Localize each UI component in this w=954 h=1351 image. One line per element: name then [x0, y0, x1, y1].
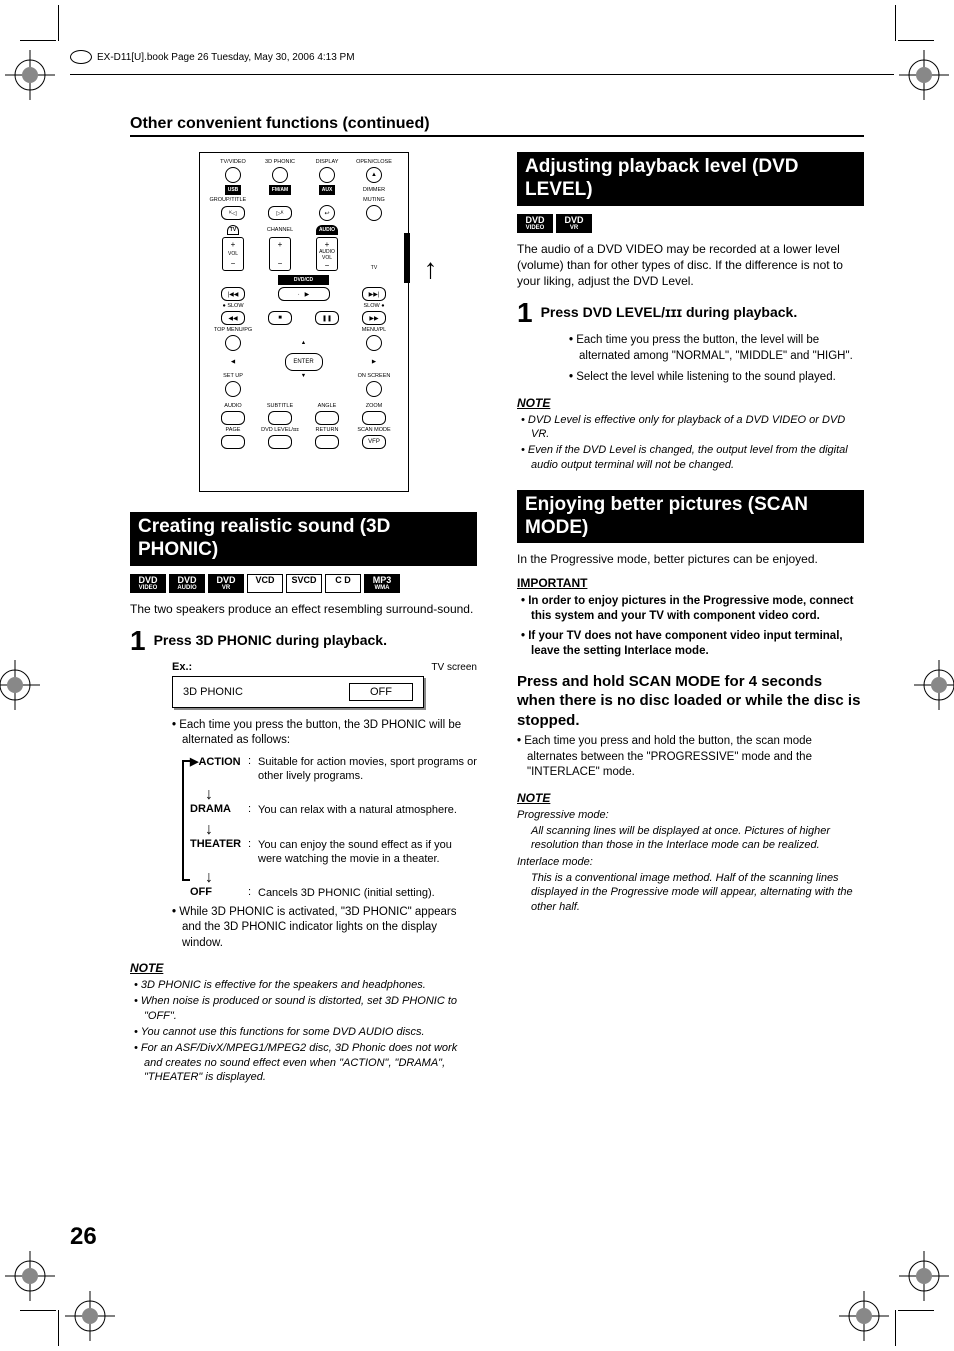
note-heading: NOTE — [517, 791, 864, 805]
step-1-dvdlevel: 1 Press DVD LEVEL/ɪɪɪ during playback. — [517, 297, 864, 329]
badges-3dphonic: DVDVIDEODVDAUDIODVDVRVCDSVCDC DMP3WMA — [130, 574, 477, 593]
note-item: In order to enjoy pictures in the Progre… — [531, 594, 864, 625]
ex-label: Ex.: — [172, 661, 192, 673]
tv-left-text: 3D PHONIC — [183, 686, 243, 698]
format-badge: DVDVR — [208, 574, 244, 593]
note-text: All scanning lines will be displayed at … — [531, 824, 864, 853]
badges-dvdlevel: DVDVIDEODVDVR — [517, 214, 864, 233]
mode-row: OFF:Cancels 3D PHONIC (initial setting). — [190, 886, 477, 900]
tv-right-text: OFF — [349, 683, 413, 701]
format-badge: SVCD — [286, 574, 322, 593]
tv-screen-label: TV screen — [431, 662, 477, 673]
important-heading: IMPORTANT — [517, 576, 864, 590]
remote-diagram: ↑ TV/VIDEO 3D PHONIC DISPLAY OPEN/CLOSE … — [199, 152, 409, 492]
header-label: EX-D11[U].book Page 26 Tuesday, May 30, … — [97, 52, 355, 63]
left-column: ↑ TV/VIDEO 3D PHONIC DISPLAY OPEN/CLOSE … — [130, 152, 477, 1086]
crop-mark — [20, 1310, 56, 1311]
step-number: 1 — [517, 297, 533, 329]
note-item: If your TV does not have component video… — [531, 629, 864, 660]
step-title: Press 3D PHONIC during playback. — [154, 625, 477, 649]
down-arrow-icon: ↓ — [205, 822, 477, 838]
crop-mark — [895, 5, 896, 41]
format-badge: VCD — [247, 574, 283, 593]
crop-mark — [58, 1310, 59, 1346]
reg-mark — [839, 1291, 889, 1341]
tv-screen: 3D PHONIC OFF — [172, 676, 424, 708]
format-badge: DVDVR — [556, 214, 592, 233]
note-item: When noise is produced or sound is disto… — [144, 994, 477, 1023]
reg-mark — [5, 50, 55, 100]
section-header-dvdlevel: Adjusting playback level (DVD LEVEL) — [517, 152, 864, 206]
crop-mark — [58, 5, 59, 41]
bullet-text: Each time you press the button, the 3D P… — [172, 718, 477, 749]
header-text: EX-D11[U].book Page 26 Tuesday, May 30, … — [70, 50, 894, 64]
step-1: 1 Press 3D PHONIC during playback. — [130, 625, 477, 657]
note-label: Progressive mode: — [517, 808, 864, 822]
note-item: DVD Level is effective only for playback… — [531, 413, 864, 442]
mode-row: DRAMA:You can relax with a natural atmos… — [190, 803, 477, 817]
right-column: Adjusting playback level (DVD LEVEL) DVD… — [517, 152, 864, 1086]
note-heading: NOTE — [517, 396, 864, 410]
note-text: This is a conventional image method. Hal… — [531, 871, 864, 914]
page: EX-D11[U].book Page 26 Tuesday, May 30, … — [0, 0, 954, 1351]
bullet-text: Each time you press the button, the leve… — [569, 333, 864, 364]
reg-mark — [914, 660, 954, 710]
note-item: 3D PHONIC is effective for the speakers … — [144, 978, 477, 992]
mode-table: ▶ACTION:Suitable for action movies, spor… — [182, 755, 477, 901]
intro-3dphonic: The two speakers produce an effect resem… — [130, 601, 477, 617]
mode-row: THEATER:You can enjoy the sound effect a… — [190, 838, 477, 867]
format-badge: MP3WMA — [364, 574, 400, 593]
format-badge: C D — [325, 574, 361, 593]
crop-mark — [898, 1310, 934, 1311]
crop-mark — [895, 1310, 896, 1346]
bullet-text: While 3D PHONIC is activated, "3D PHONIC… — [172, 905, 477, 952]
press-hold-title: Press and hold SCAN MODE for 4 seconds w… — [517, 672, 864, 731]
crop-mark — [20, 40, 56, 41]
format-badge: DVDAUDIO — [169, 574, 205, 593]
note-heading: NOTE — [130, 961, 477, 975]
page-title: Other convenient functions (continued) — [130, 115, 864, 137]
intro-scanmode: In the Progressive mode, better pictures… — [517, 551, 864, 567]
note-item: Even if the DVD Level is changed, the ou… — [531, 443, 864, 472]
mode-row: ▶ACTION:Suitable for action movies, spor… — [190, 755, 477, 784]
note-item: You cannot use this functions for some D… — [144, 1025, 477, 1039]
step-title: Press DVD LEVEL/ɪɪɪ during playback. — [541, 297, 864, 321]
down-arrow-icon: ↓ — [205, 787, 477, 803]
crop-mark — [898, 40, 934, 41]
note-item: For an ASF/DivX/MPEG1/MPEG2 disc, 3D Pho… — [144, 1041, 477, 1084]
down-arrow-icon: ↓ — [205, 870, 477, 886]
reg-mark — [65, 1291, 115, 1341]
reg-mark — [899, 1251, 949, 1301]
step-number: 1 — [130, 625, 146, 657]
page-number: 26 — [70, 1223, 97, 1251]
reg-mark — [0, 660, 40, 710]
note-label: Interlace mode: — [517, 855, 864, 869]
bullet-text: Select the level while listening to the … — [569, 370, 864, 386]
format-badge: DVDVIDEO — [517, 214, 553, 233]
reg-mark — [5, 1251, 55, 1301]
bullet-text: Each time you press and hold the button,… — [517, 734, 864, 781]
intro-dvdlevel: The audio of a DVD VIDEO may be recorded… — [517, 241, 864, 290]
section-header-scanmode: Enjoying better pictures (SCAN MODE) — [517, 490, 864, 544]
format-badge: DVDVIDEO — [130, 574, 166, 593]
reg-mark — [899, 50, 949, 100]
section-header-3dphonic: Creating realistic sound (3D PHONIC) — [130, 512, 477, 566]
